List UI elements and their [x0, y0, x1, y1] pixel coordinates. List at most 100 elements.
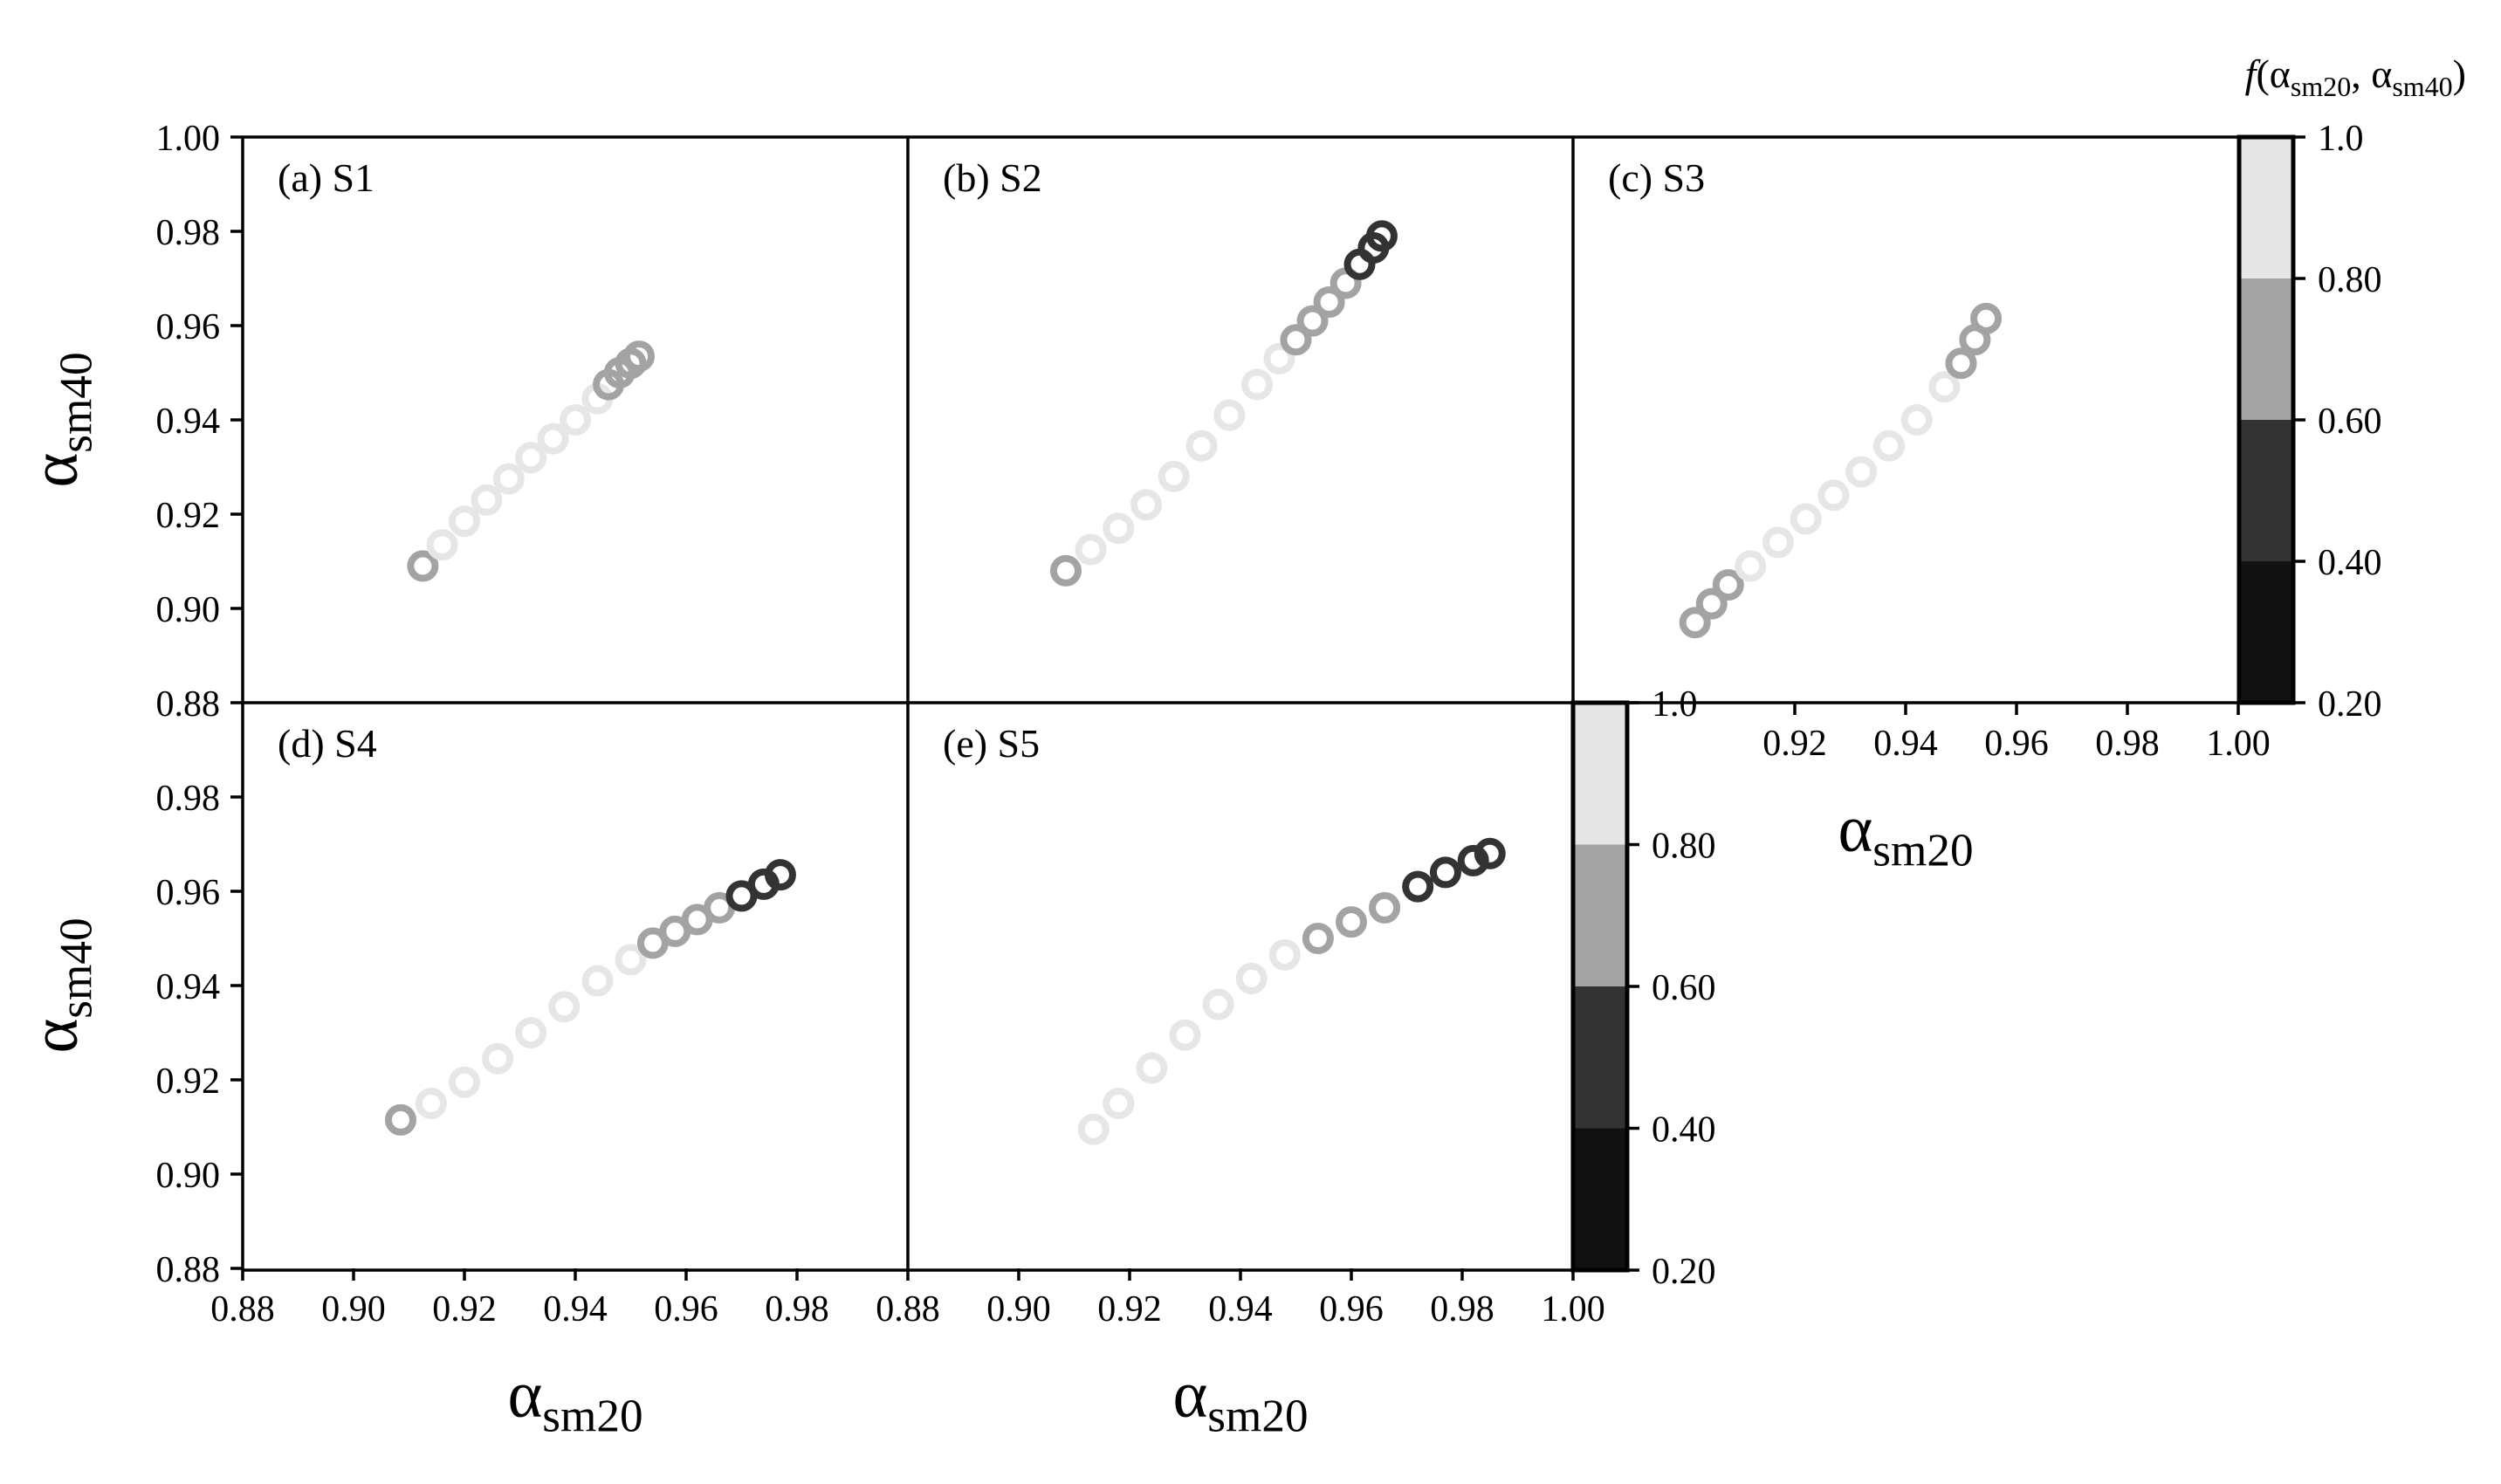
data-point: [1158, 460, 1190, 492]
data-point: [560, 404, 591, 436]
colorbar-top: 1.0 0.80 0.60 0.40 0.20 f(αsm20, αsm40): [2236, 52, 2466, 725]
data-point: [1695, 587, 1728, 620]
data-point: [1169, 1019, 1201, 1051]
y-tick-label: 0.98: [156, 213, 221, 253]
data-point: [623, 340, 656, 373]
data-point: [1202, 988, 1234, 1020]
colorbar-band: [1573, 844, 1627, 986]
x-tick-label: 0.92: [1762, 724, 1827, 764]
x-tick-label: 0.90: [321, 1289, 386, 1329]
x-tick-label: 0.90: [986, 1289, 1051, 1329]
data-point: [515, 442, 547, 474]
data-point: [492, 463, 525, 495]
colorbar-tick-label: 0.60: [1652, 968, 1716, 1008]
panel-4: (d) S4 0.98 0.96 0.94 0.92 0.90 0.880.88 0.90 0.…: [18, 721, 829, 1442]
colorbar-tick-label: 0.60: [2318, 402, 2382, 442]
data-point: [1313, 286, 1345, 318]
data-point: [1130, 489, 1163, 521]
data-point: [1817, 479, 1850, 512]
data-point: [384, 1103, 416, 1136]
data-point: [471, 484, 503, 516]
x-tick-label: 0.88: [210, 1289, 275, 1329]
data-point: [1970, 302, 2003, 334]
data-point: [1402, 870, 1434, 903]
y-tick-label: 0.90: [156, 1156, 221, 1196]
data-point: [449, 1066, 480, 1098]
y-axis-label: αsm40: [18, 352, 102, 487]
data-point: [415, 1088, 447, 1119]
colorbar-tick-label: 0.20: [2318, 684, 2382, 725]
y-axis-label: αsm40: [18, 917, 102, 1053]
panel-label: (d) S4: [278, 721, 377, 766]
data-point: [1928, 371, 1961, 403]
x-tick-label: 0.96: [1984, 724, 2049, 764]
data-point: [482, 1042, 514, 1075]
data-point: [764, 859, 796, 891]
panel-label: (a) S1: [278, 155, 374, 200]
data-point: [1263, 342, 1295, 374]
colorbar-tick-label: 0.40: [1652, 1110, 1716, 1151]
data-point: [1845, 456, 1878, 488]
x-tick-label: 0.98: [765, 1289, 829, 1329]
x-axis-label: αsm20: [507, 1358, 642, 1442]
data-point: [1103, 1088, 1135, 1119]
y-tick-label: 0.92: [156, 1061, 221, 1102]
panel-5: (e) S5 0.88 0.90 0.92 0.94 0.96 0.98 1.00 αsm20: [876, 721, 1605, 1442]
data-point: [1185, 429, 1218, 462]
panel-3: (c) S3 0.92 0.94 0.96 0.98 1.00 αsm20: [1608, 155, 2271, 876]
x-axis-label: αsm20: [1838, 793, 1973, 876]
data-point: [1280, 324, 1312, 356]
y-tick-label: 1.00: [156, 119, 221, 159]
data-point: [1103, 512, 1135, 545]
data-point: [615, 944, 647, 976]
y-tick-label: 0.88: [156, 1250, 221, 1290]
panel-label: (b) S2: [943, 155, 1042, 200]
colorbar-tick-label: 1.0: [2318, 119, 2364, 159]
colorbar-title: f(αsm20, αsm40): [2245, 52, 2466, 102]
y-tick-label: 0.92: [156, 496, 221, 536]
colorbar-band: [1573, 703, 1627, 845]
data-point: [1679, 607, 1711, 639]
y-tick-label: 0.94: [156, 967, 221, 1007]
panel-2: (b) S2: [943, 155, 1398, 587]
panel-grid: [241, 135, 2241, 1272]
data-point: [1213, 399, 1246, 431]
data-point: [1900, 404, 1933, 436]
colorbar-bottom: 1.0 0.80 0.60 0.40 0.20: [1570, 684, 1716, 1292]
x-tick-label: 0.96: [654, 1289, 718, 1329]
data-point: [1735, 550, 1767, 582]
data-point: [1075, 533, 1107, 566]
x-tick-label: 0.94: [1873, 724, 1938, 764]
data-point: [449, 505, 480, 538]
y-tick-label: 0.90: [156, 590, 221, 630]
colorbar-tick-label: 0.40: [2318, 543, 2382, 583]
x-tick-label: 1.00: [2206, 724, 2271, 764]
colorbar-band: [2239, 278, 2293, 420]
colorbar-band: [2239, 420, 2293, 561]
data-point: [1336, 906, 1367, 938]
panel-label: (c) S3: [1608, 155, 1705, 200]
colorbar-tick-label: 1.0: [1652, 684, 1698, 725]
data-point: [1369, 891, 1401, 924]
y-tick-label: 0.96: [156, 307, 221, 347]
x-tick-label: 0.88: [876, 1289, 940, 1329]
data-point: [581, 965, 614, 997]
colorbars: 1.0 0.80 0.60 0.40 0.20 f(αsm20, αsm40) 1.0 0.8…: [1570, 52, 2466, 1292]
data-point: [1429, 856, 1461, 889]
y-tick-label: 0.98: [156, 779, 221, 819]
y-tick-label: 0.94: [156, 402, 221, 442]
x-tick-label: 0.94: [1208, 1289, 1273, 1329]
x-axis-label: αsm20: [1172, 1358, 1308, 1442]
colorbar-band: [1573, 986, 1627, 1129]
data-point: [1268, 938, 1301, 971]
data-point: [1136, 1052, 1168, 1084]
x-tick-label: 1.00: [1541, 1289, 1605, 1329]
data-point: [426, 529, 458, 561]
x-tick-label: 0.94: [543, 1289, 608, 1329]
colorbar-band: [2239, 137, 2293, 278]
data-point: [548, 991, 581, 1023]
data-point: [1712, 569, 1744, 601]
y-tick-label: 0.88: [156, 684, 221, 725]
data-point: [1790, 503, 1822, 535]
